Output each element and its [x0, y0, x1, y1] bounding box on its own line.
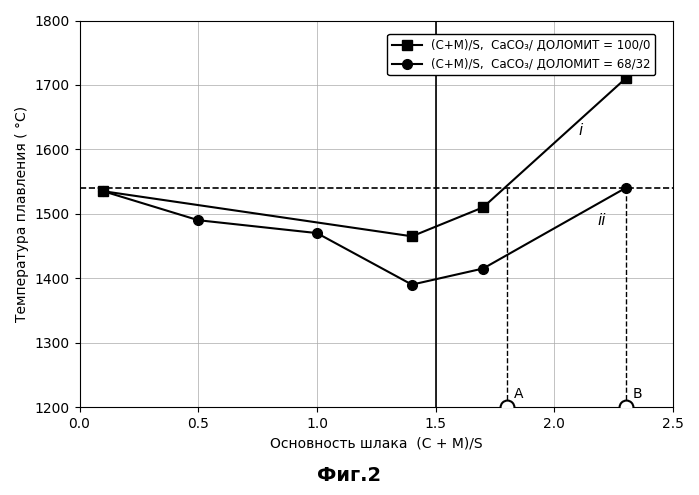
(C+M)/S,  CaCO₃/ ДОЛОМИТ = 100/0 [408, 233, 416, 239]
(C+M)/S,  CaCO₃/ ДОЛОМИТ = 100/0 [479, 204, 487, 210]
Text: B: B [633, 387, 642, 400]
X-axis label: Основность шлака  (C + M)/S: Основность шлака (C + M)/S [270, 436, 482, 450]
(C+M)/S,  CaCO₃/ ДОЛОМИТ = 68/32 [479, 265, 487, 271]
Line: (C+M)/S,  CaCO₃/ ДОЛОМИТ = 68/32: (C+M)/S, CaCO₃/ ДОЛОМИТ = 68/32 [99, 183, 630, 290]
Text: Фиг.2: Фиг.2 [317, 466, 382, 485]
(C+M)/S,  CaCO₃/ ДОЛОМИТ = 68/32 [621, 185, 630, 191]
Legend: (C+M)/S,  CaCO₃/ ДОЛОМИТ = 100/0, (C+M)/S,  CaCO₃/ ДОЛОМИТ = 68/32: (C+M)/S, CaCO₃/ ДОЛОМИТ = 100/0, (C+M)/S… [387, 34, 655, 75]
(C+M)/S,  CaCO₃/ ДОЛОМИТ = 100/0 [99, 188, 108, 194]
(C+M)/S,  CaCO₃/ ДОЛОМИТ = 68/32 [408, 282, 416, 288]
(C+M)/S,  CaCO₃/ ДОЛОМИТ = 100/0 [621, 76, 630, 82]
Line: (C+M)/S,  CaCO₃/ ДОЛОМИТ = 100/0: (C+M)/S, CaCO₃/ ДОЛОМИТ = 100/0 [99, 74, 630, 241]
Text: A: A [514, 387, 524, 400]
(C+M)/S,  CaCO₃/ ДОЛОМИТ = 68/32 [312, 230, 321, 236]
Text: ii: ii [597, 213, 605, 228]
(C+M)/S,  CaCO₃/ ДОЛОМИТ = 68/32 [194, 217, 203, 223]
Y-axis label: Температура плавления ( °C): Температура плавления ( °C) [15, 106, 29, 322]
(C+M)/S,  CaCO₃/ ДОЛОМИТ = 68/32 [99, 188, 108, 194]
Text: i: i [578, 123, 582, 138]
